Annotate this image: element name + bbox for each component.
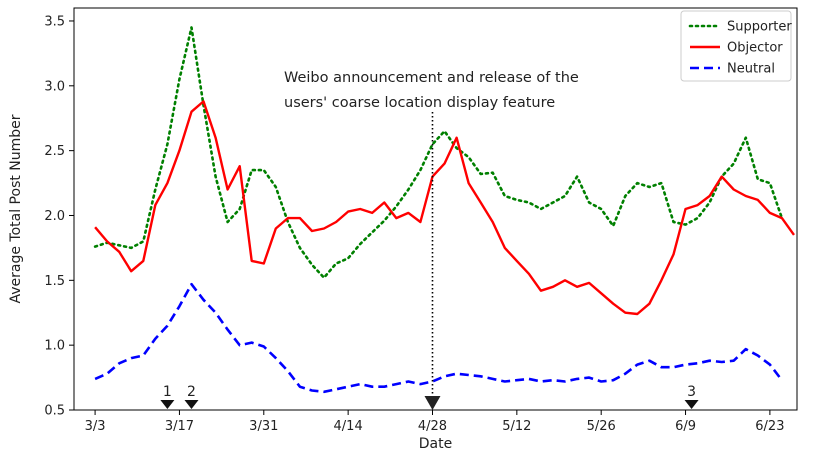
y-tick-label: 1.0 [44,339,65,354]
legend-label-objector: Objector [727,41,783,56]
x-tick-label: 3/3 [85,419,106,434]
event-marker-3 [684,400,699,409]
x-tick-label: 5/26 [587,419,616,434]
x-tick-label: 3/31 [249,419,278,434]
y-tick-label: 2.5 [44,144,65,159]
x-axis-title: Date [419,436,452,452]
y-tick-label: 3.0 [44,79,65,94]
x-tick-label: 4/28 [418,419,447,434]
annotation-text-line-2: users' coarse location display feature [284,95,555,111]
series-line-neutral [94,282,783,394]
y-tick-label: 3.5 [44,14,65,29]
event-marker-1 [160,400,175,409]
event-marker-label: 1 [163,384,172,400]
legend-label-supporter: Supporter [727,20,792,35]
series-line-objector [94,100,795,316]
legend: Supporter Objector Neutral [680,10,792,82]
x-tick-label: 5/12 [502,419,531,434]
event-marker-2 [184,400,199,409]
y-axis-title: Average Total Post Number [8,114,24,303]
plot-frame [73,7,798,411]
plot-area [73,7,798,411]
x-tick-label: 6/9 [675,419,696,434]
annotation: Weibo announcement and release of the us… [284,70,579,410]
y-tick-label: 0.5 [44,404,65,419]
y-tick-label: 1.5 [44,274,65,289]
y-tick-label: 2.0 [44,209,65,224]
x-axis: 3/3 3/17 3/31 4/14 4/28 5/12 5/26 6/9 6/23 [85,410,784,434]
event-marker-label: 2 [187,384,196,400]
x-tick-label: 6/23 [755,419,784,434]
series-line-supporter [93,26,784,280]
event-marker-label: 3 [687,384,696,400]
y-axis: 0.5 1.0 1.5 2.0 2.5 3.0 3.5 [44,14,74,419]
legend-label-neutral: Neutral [727,62,775,77]
annotation-arrowhead [424,396,441,410]
series-layer [93,26,795,394]
legend-box [680,10,792,82]
annotation-text-line-1: Weibo announcement and release of the [284,70,579,86]
x-tick-label: 3/17 [165,419,194,434]
x-tick-label: 4/14 [334,419,363,434]
